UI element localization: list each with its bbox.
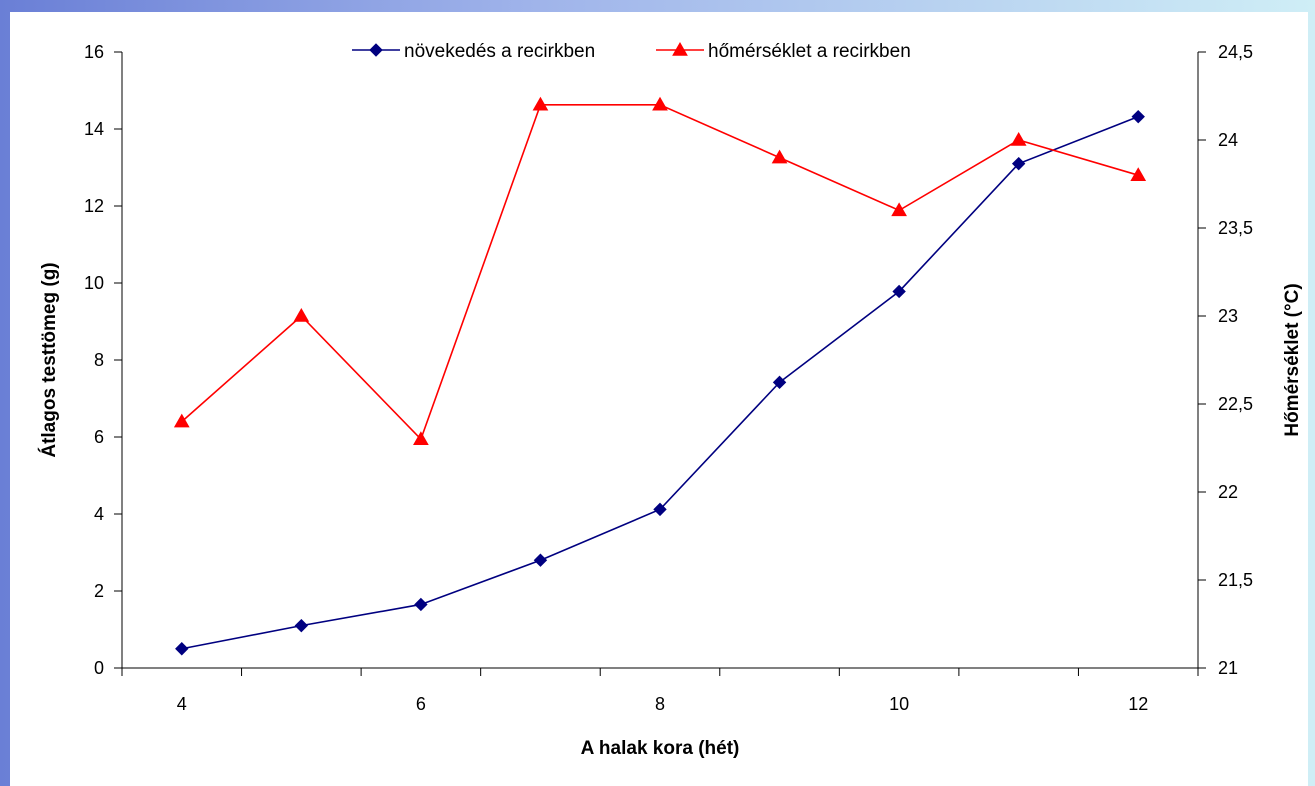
data-point [414, 597, 428, 612]
data-point [413, 431, 429, 445]
x-tick-label: 6 [416, 694, 426, 714]
y2-axis-title: Hőmérséklet (°C) [1282, 283, 1303, 436]
data-point [533, 553, 548, 567]
y-tick-label: 6 [94, 427, 104, 447]
legend-marker [369, 43, 383, 57]
legend-label: növekedés a recirkben [404, 41, 595, 62]
data-point [293, 307, 310, 322]
data-point [652, 96, 668, 111]
legend-marker [672, 41, 688, 56]
legend-item: növekedés a recirkben [352, 41, 595, 62]
chart-area [10, 12, 1308, 786]
y2-tick-label: 23,5 [1218, 218, 1253, 238]
x-tick-label: 10 [889, 694, 909, 714]
y2-tick-label: 24 [1218, 130, 1238, 150]
y2-tick-label: 24,5 [1218, 42, 1253, 62]
data-point [173, 413, 190, 428]
chart-series [173, 96, 1147, 656]
series-2 [173, 96, 1147, 445]
y2-tick-label: 23 [1218, 306, 1238, 326]
data-point [294, 618, 309, 633]
data-point [771, 149, 788, 164]
series-line [181, 104, 1139, 441]
y-tick-label: 2 [94, 581, 104, 601]
y2-tick-label: 21 [1218, 658, 1238, 678]
chart-legend: növekedés a recirkben hőmérséklet a recir… [352, 41, 911, 62]
y2-tick-label: 22 [1218, 482, 1238, 502]
legend-label: hőmérséklet a recirkben [708, 41, 911, 62]
data-point [891, 202, 907, 217]
y-axis-title: Átlagos testtömeg (g) [38, 262, 60, 457]
legend-item: hőmérséklet a recirkben [656, 41, 911, 62]
y-tick-label: 10 [84, 273, 104, 293]
data-point [1011, 156, 1026, 171]
x-tick-label: 12 [1128, 694, 1148, 714]
y-tick-label: 16 [84, 42, 104, 62]
data-point [175, 642, 189, 656]
y-tick-label: 4 [94, 504, 104, 524]
series-1 [175, 109, 1145, 656]
y2-tick-label: 22,5 [1218, 394, 1253, 414]
y2-tick-label: 21,5 [1218, 570, 1253, 590]
y-tick-label: 12 [84, 196, 104, 216]
data-point [1130, 167, 1147, 181]
y-tick-label: 14 [84, 119, 104, 139]
data-point [1010, 131, 1027, 146]
y-tick-label: 0 [94, 658, 104, 678]
x-axis-title: A halak kora (hét) [581, 738, 740, 759]
data-point [653, 502, 667, 517]
x-tick-label: 4 [177, 694, 187, 714]
data-point [892, 284, 906, 299]
x-tick-label: 8 [655, 694, 665, 714]
series-line [181, 115, 1139, 650]
y-tick-label: 8 [94, 350, 104, 370]
data-point [772, 375, 787, 390]
data-point [1131, 109, 1145, 124]
data-point [532, 96, 549, 111]
